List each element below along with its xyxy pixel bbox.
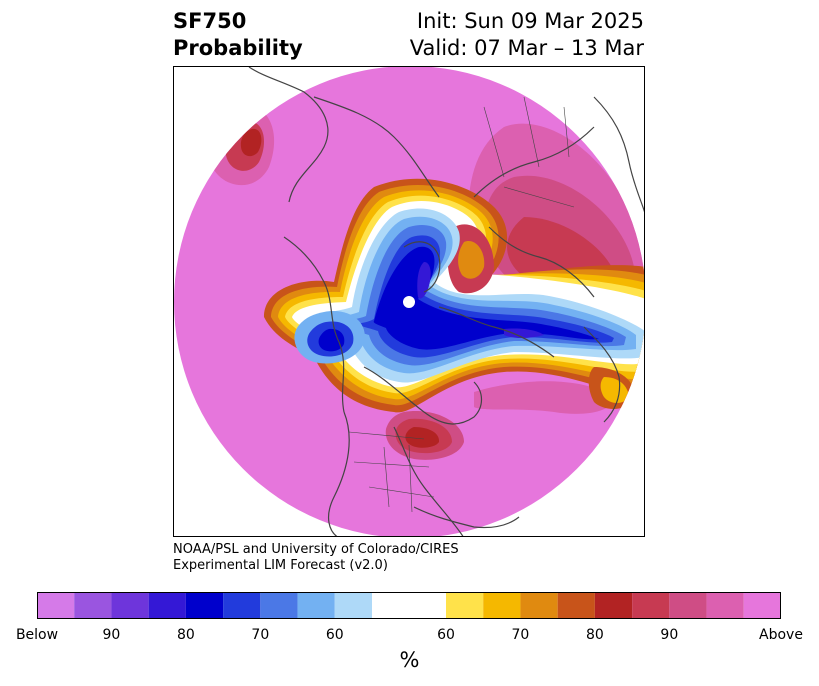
field-contour [458, 241, 485, 279]
colorbar-swatch [297, 592, 335, 619]
colorbar-swatch [743, 592, 781, 619]
colorbar-swatch [37, 592, 75, 619]
coastline [393, 426, 464, 536]
colorbar-tick-label: 60 [325, 627, 344, 643]
border-line [483, 96, 575, 208]
coastline [473, 126, 595, 198]
colorbar-swatch [557, 592, 595, 619]
colorbar-tick-label: 90 [660, 627, 679, 643]
colorbar-tick-label: 70 [511, 627, 530, 643]
borders [348, 96, 575, 513]
colorbar-swatch [669, 592, 707, 619]
init-date: Init: Sun 09 Mar 2025 [416, 9, 644, 33]
colorbar-swatch [223, 592, 261, 619]
colorbar-swatch [446, 592, 484, 619]
colorbar-swatch [594, 592, 633, 619]
coastline [488, 226, 595, 298]
field-contour [240, 128, 262, 157]
coastline [248, 67, 329, 203]
coastline [327, 411, 350, 536]
field-contour [504, 328, 544, 338]
coastline [413, 506, 520, 529]
colorbar-tick-labels: Below 90 80 70 60 60 70 80 90 Above [0, 627, 819, 647]
colorbar [37, 592, 781, 619]
field-contour [318, 328, 345, 352]
field-contour [405, 427, 440, 448]
colorbar-tick-label: 60 [437, 627, 455, 643]
colorbar-swatch [520, 592, 558, 619]
coastline [438, 306, 555, 358]
colorbar-tick-label: Below [15, 627, 59, 643]
forecast-map [173, 66, 645, 537]
probability-field [174, 67, 644, 536]
colorbar-tick-label: 80 [585, 627, 604, 643]
coastline [283, 236, 345, 413]
coastlines [248, 67, 644, 536]
colorbar-swatch [148, 592, 186, 619]
field-contour [417, 262, 431, 299]
colorbar-swatch [632, 592, 670, 619]
colorbar-swatch [111, 592, 149, 619]
field-contour [474, 381, 614, 414]
colorbar-swatch [334, 592, 372, 619]
colorbar-swatch [185, 592, 224, 619]
colorbar-tick-label: 70 [251, 627, 270, 643]
variable-name: SF750 [173, 9, 247, 33]
colorbar-swatch [706, 592, 744, 619]
valid-range: Valid: 07 Mar – 13 Mar [409, 36, 644, 60]
coastline [363, 366, 483, 425]
map-title-right: Init: Sun 09 Mar 2025 Valid: 07 Mar – 13… [410, 8, 644, 62]
border-line [348, 431, 435, 513]
colorbar-border [37, 592, 781, 619]
colorbar-tick-label: 90 [102, 627, 121, 643]
field-contour [600, 377, 629, 403]
coastline [313, 96, 440, 198]
credit-text: NOAA/PSL and University of Colorado/CIRE… [173, 542, 459, 574]
map-title-left: SF750 Probability [173, 8, 303, 62]
coastline [583, 326, 621, 423]
colorbar-swatch [74, 592, 112, 619]
colorbar-swatch [372, 592, 446, 619]
colorbar-swatch [260, 592, 298, 619]
field-contour [403, 296, 415, 308]
coastline [593, 96, 644, 212]
polar-map-svg [174, 67, 644, 536]
credit-line-1: NOAA/PSL and University of Colorado/CIRE… [173, 542, 459, 557]
product-name: Probability [173, 36, 303, 60]
colorbar-swatch [483, 592, 521, 619]
coastline [403, 241, 441, 293]
colorbar-tick-label: 80 [176, 627, 195, 643]
colorbar-tick-label: Above [759, 627, 803, 643]
credit-line-2: Experimental LIM Forecast (v2.0) [173, 558, 388, 573]
colorbar-unit: % [399, 648, 420, 672]
